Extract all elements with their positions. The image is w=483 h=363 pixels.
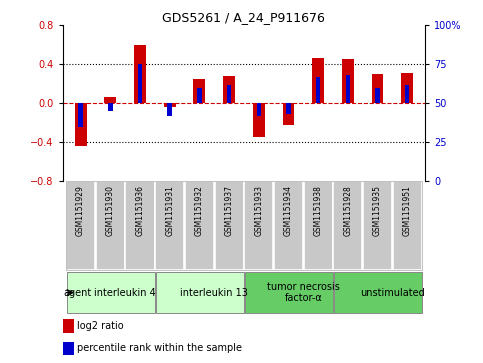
Bar [104, 97, 116, 103]
Bar [405, 85, 410, 103]
Text: GSM1151929: GSM1151929 [76, 185, 85, 236]
Text: GSM1151935: GSM1151935 [373, 185, 382, 236]
Bar [126, 181, 155, 270]
Bar [108, 103, 113, 111]
Bar [371, 74, 384, 103]
Bar [342, 58, 354, 103]
Bar [316, 77, 320, 103]
Bar [156, 272, 243, 313]
Bar [75, 103, 86, 146]
Bar [283, 103, 295, 125]
Bar [274, 181, 303, 270]
Bar [223, 76, 235, 103]
Text: interleukin 13: interleukin 13 [180, 287, 248, 298]
Bar [244, 181, 273, 270]
Text: GSM1151937: GSM1151937 [225, 185, 234, 236]
Text: GSM1151931: GSM1151931 [165, 185, 174, 236]
Bar [346, 75, 350, 103]
Bar [256, 103, 261, 116]
Text: GSM1151934: GSM1151934 [284, 185, 293, 236]
Bar [168, 103, 172, 116]
Bar [334, 272, 422, 313]
Bar [286, 103, 291, 114]
Bar [393, 181, 422, 270]
Bar [63, 342, 73, 355]
Text: interleukin 4: interleukin 4 [94, 287, 156, 298]
Bar [214, 181, 243, 270]
Text: tumor necrosis
factor-α: tumor necrosis factor-α [267, 282, 340, 303]
Text: log2 ratio: log2 ratio [77, 321, 124, 331]
Bar [134, 45, 146, 103]
Bar [185, 181, 214, 270]
Text: GSM1151933: GSM1151933 [254, 185, 263, 236]
Text: GSM1151928: GSM1151928 [343, 185, 352, 236]
Bar [67, 272, 155, 313]
Bar [304, 181, 333, 270]
Bar [312, 58, 324, 103]
Bar [155, 181, 184, 270]
Text: GSM1151951: GSM1151951 [403, 185, 412, 236]
Bar [66, 181, 95, 270]
Text: unstimulated: unstimulated [360, 287, 425, 298]
Bar [197, 88, 201, 103]
Text: GSM1151938: GSM1151938 [313, 185, 323, 236]
Bar [138, 64, 142, 103]
Text: GSM1151932: GSM1151932 [195, 185, 204, 236]
Bar [164, 103, 176, 107]
Text: agent: agent [63, 287, 92, 298]
Bar [253, 103, 265, 138]
Bar [78, 103, 83, 127]
Bar [96, 181, 125, 270]
Text: percentile rank within the sample: percentile rank within the sample [77, 343, 242, 353]
Text: GSM1151936: GSM1151936 [136, 185, 144, 236]
Bar [63, 319, 73, 333]
Bar [375, 88, 380, 103]
Bar [245, 272, 333, 313]
Bar [333, 181, 362, 270]
Bar [193, 79, 205, 103]
Bar [401, 73, 413, 103]
Bar [227, 85, 231, 103]
Title: GDS5261 / A_24_P911676: GDS5261 / A_24_P911676 [162, 11, 326, 24]
Text: GSM1151930: GSM1151930 [106, 185, 115, 236]
Bar [363, 181, 392, 270]
